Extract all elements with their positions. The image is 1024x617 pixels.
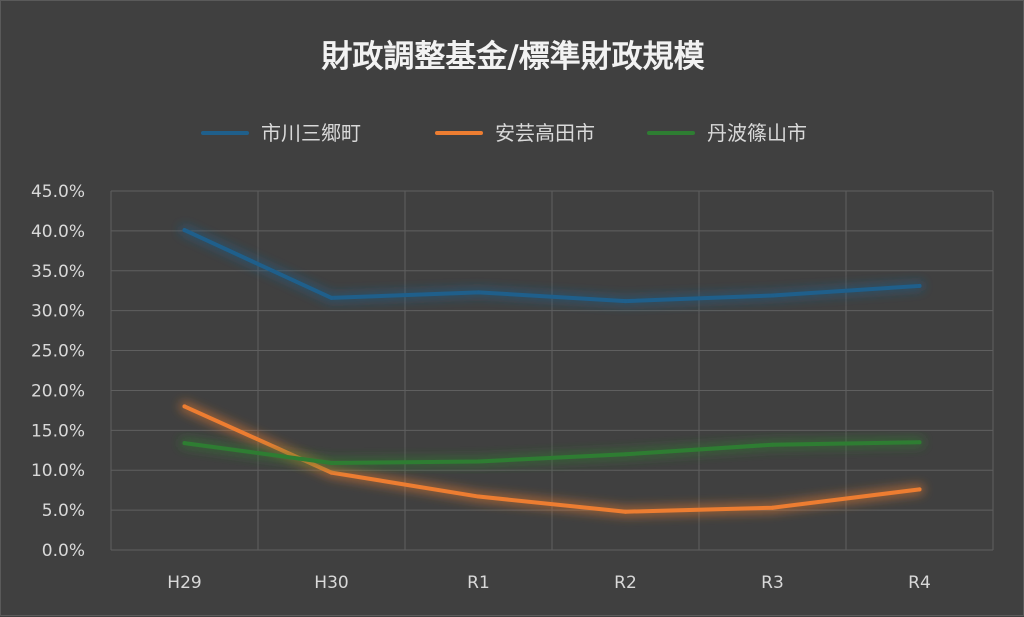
y-tick-label: 0.0% [42, 541, 85, 561]
data-point [182, 404, 187, 409]
chart-title: 財政調整基金/標準財政規模 [321, 39, 704, 75]
data-point [917, 440, 922, 445]
data-point [623, 509, 628, 514]
data-point [770, 293, 775, 298]
legend: 市川三郷町 安芸高田市 丹波篠山市 [201, 121, 807, 145]
series-市川三郷町 [179, 225, 925, 307]
data-point [770, 505, 775, 510]
series-丹波篠山市 [179, 437, 925, 469]
data-point [917, 283, 922, 288]
data-point [476, 459, 481, 464]
y-tick-label: 15.0% [31, 421, 85, 441]
y-tick-label: 35.0% [31, 262, 85, 282]
data-point [623, 299, 628, 304]
y-axis: 0.0% 5.0% 10.0% 15.0% 20.0% 25.0% 30.0% 35.0% 40… [31, 182, 85, 561]
legend-label: 丹波篠山市 [707, 121, 807, 145]
legend-label: 市川三郷町 [261, 121, 361, 145]
data-point [329, 295, 334, 300]
x-axis: H29 H30 R1 R2 R3 R4 [167, 573, 931, 593]
series-line [182, 440, 922, 466]
data-point [917, 487, 922, 492]
data-point [182, 441, 187, 446]
data-point [770, 442, 775, 447]
data-point [329, 470, 334, 475]
data-point [182, 228, 187, 233]
y-tick-label: 30.0% [31, 302, 85, 322]
data-point [476, 494, 481, 499]
y-tick-label: 40.0% [31, 222, 85, 242]
legend-label: 安芸高田市 [495, 121, 595, 145]
series-line [182, 228, 922, 304]
legend-item: 安芸高田市 [435, 121, 595, 145]
data-point [476, 290, 481, 295]
data-point [329, 461, 334, 466]
x-tick-label: R3 [761, 573, 784, 593]
x-tick-label: R4 [908, 573, 931, 593]
legend-item: 丹波篠山市 [647, 121, 807, 145]
y-tick-label: 20.0% [31, 381, 85, 401]
data-point [623, 452, 628, 457]
x-tick-label: H30 [314, 573, 348, 593]
y-tick-label: 10.0% [31, 461, 85, 481]
series-layer [179, 225, 925, 517]
gridlines [110, 190, 994, 551]
x-tick-label: H29 [167, 573, 201, 593]
x-tick-label: R1 [467, 573, 490, 593]
legend-item: 市川三郷町 [201, 121, 361, 145]
x-tick-label: R2 [614, 573, 637, 593]
y-tick-label: 45.0% [31, 182, 85, 202]
y-tick-label: 5.0% [42, 501, 85, 521]
y-tick-label: 25.0% [31, 342, 85, 362]
